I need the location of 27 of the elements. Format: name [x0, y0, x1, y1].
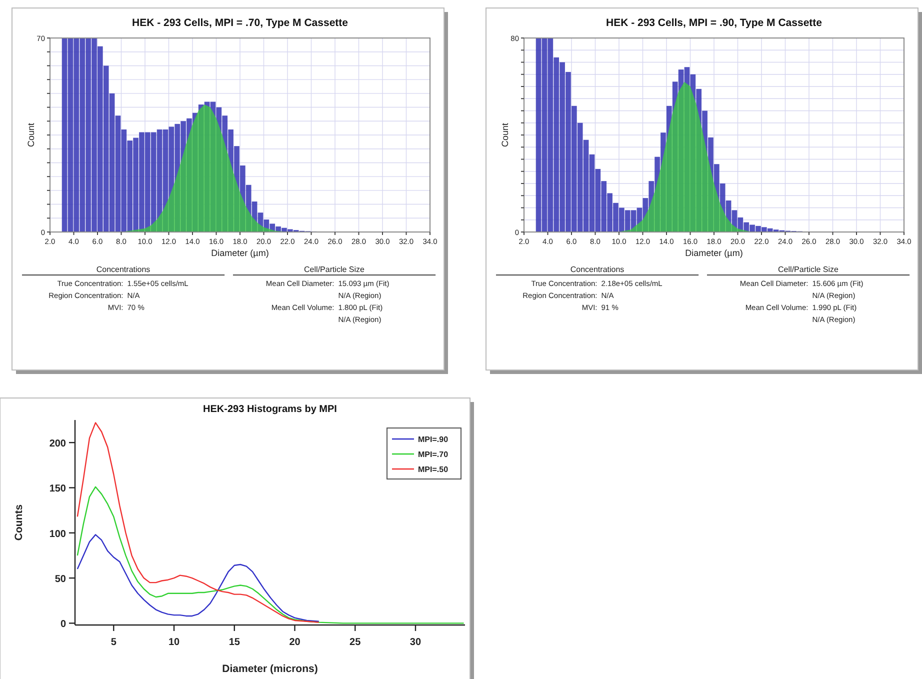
legend-label: MPI=.70: [418, 450, 449, 459]
y-tick-label: 0: [60, 619, 66, 630]
y-axis-title: Count: [26, 122, 36, 148]
x-tick-label: 5: [110, 637, 117, 648]
chart-title: HEK-293 Histograms by MPI: [203, 404, 338, 415]
text: Concentrations: [570, 265, 624, 274]
y-tick-label: 150: [49, 484, 66, 495]
x-axis-title: Diameter (µm): [685, 248, 743, 258]
y-tick-label: 100: [49, 528, 66, 540]
legend-label: MPI=.90: [418, 435, 449, 444]
x-tick-label: 20: [289, 637, 301, 648]
text: Cell/Particle Size: [778, 265, 840, 274]
legend-label: MPI=.50: [418, 465, 449, 474]
x-tick-label: 15: [228, 637, 240, 648]
chart-title: HEK - 293 Cells, MPI = .70, Type M Cassette: [132, 17, 348, 29]
x-tick-label: 10: [168, 637, 180, 648]
y-tick-label: 200: [49, 438, 66, 450]
x-tick-label: 30: [410, 637, 422, 648]
y-tick-label: 50: [54, 574, 66, 586]
y-axis-title: Count: [500, 122, 510, 148]
x-axis-title: Diameter (µm): [211, 248, 269, 258]
text: Concentrations: [96, 265, 150, 274]
x-tick-label: 25: [350, 637, 362, 648]
y-axis-title: Counts: [13, 504, 25, 541]
text: Cell/Particle Size: [304, 265, 366, 274]
x-axis-title: Diameter (microns): [222, 663, 318, 675]
chart-title: HEK - 293 Cells, MPI = .90, Type M Cassette: [606, 17, 822, 29]
